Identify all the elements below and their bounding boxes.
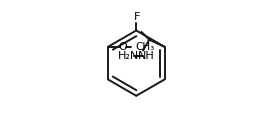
Text: CH₃: CH₃ (136, 42, 155, 52)
Text: NH: NH (138, 51, 155, 62)
Text: H₂N: H₂N (118, 51, 139, 62)
Text: F: F (134, 12, 140, 22)
Text: O: O (118, 42, 127, 52)
